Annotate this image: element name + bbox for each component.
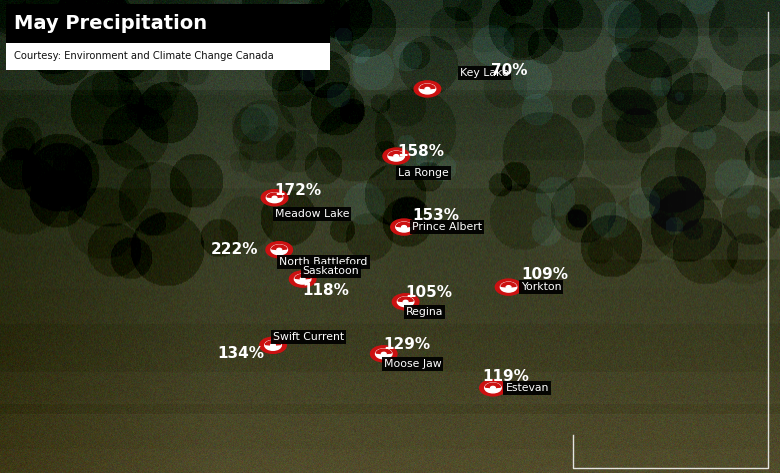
Circle shape <box>271 344 275 347</box>
Circle shape <box>388 151 405 161</box>
Circle shape <box>289 271 316 287</box>
Text: Saskatoon: Saskatoon <box>303 265 360 276</box>
Circle shape <box>264 340 282 350</box>
Text: 172%: 172% <box>275 183 321 198</box>
Text: 158%: 158% <box>398 144 445 159</box>
Text: Prince Albert: Prince Albert <box>412 222 482 232</box>
Circle shape <box>266 193 283 203</box>
Circle shape <box>403 300 408 303</box>
Wedge shape <box>501 282 516 287</box>
Circle shape <box>500 282 517 292</box>
Circle shape <box>506 286 511 289</box>
Circle shape <box>261 190 288 206</box>
Wedge shape <box>295 274 310 279</box>
Circle shape <box>392 294 419 310</box>
Wedge shape <box>398 297 413 302</box>
Wedge shape <box>267 193 282 198</box>
Text: 153%: 153% <box>412 208 459 223</box>
Wedge shape <box>376 349 392 354</box>
Text: Swift Current: Swift Current <box>273 332 344 342</box>
Circle shape <box>383 148 410 164</box>
Wedge shape <box>388 151 404 156</box>
Circle shape <box>495 279 522 295</box>
Wedge shape <box>265 341 281 345</box>
Text: 134%: 134% <box>217 346 264 361</box>
Circle shape <box>480 380 506 396</box>
Circle shape <box>394 155 399 158</box>
Circle shape <box>381 352 386 355</box>
Circle shape <box>370 346 397 362</box>
Text: Regina: Regina <box>406 307 443 317</box>
Circle shape <box>260 337 286 353</box>
Circle shape <box>277 248 282 251</box>
Circle shape <box>425 88 430 90</box>
Text: 222%: 222% <box>211 242 258 257</box>
Circle shape <box>397 297 414 307</box>
Text: North Battleford: North Battleford <box>279 257 367 267</box>
Circle shape <box>395 222 413 232</box>
Text: Estevan: Estevan <box>505 383 549 393</box>
Circle shape <box>391 219 417 235</box>
Text: May Precipitation: May Precipitation <box>14 14 207 33</box>
Circle shape <box>266 242 292 258</box>
Text: Key Lake: Key Lake <box>460 68 509 79</box>
Circle shape <box>272 196 277 199</box>
Text: 129%: 129% <box>384 337 431 352</box>
Wedge shape <box>485 383 501 388</box>
Text: Meadow Lake: Meadow Lake <box>275 209 349 219</box>
Circle shape <box>271 245 288 255</box>
Circle shape <box>491 386 495 389</box>
Wedge shape <box>271 245 287 250</box>
Text: 105%: 105% <box>406 285 452 300</box>
Wedge shape <box>396 222 412 227</box>
Circle shape <box>294 274 311 284</box>
Wedge shape <box>420 84 435 89</box>
Text: 119%: 119% <box>482 368 529 384</box>
Circle shape <box>419 84 436 94</box>
Text: 70%: 70% <box>491 62 528 78</box>
Text: 118%: 118% <box>303 283 349 298</box>
Circle shape <box>402 226 406 228</box>
Circle shape <box>414 81 441 97</box>
FancyBboxPatch shape <box>6 43 330 70</box>
Circle shape <box>300 278 305 280</box>
FancyBboxPatch shape <box>6 4 330 43</box>
Text: Courtesy: Environment and Climate Change Canada: Courtesy: Environment and Climate Change… <box>14 51 274 61</box>
Text: Moose Jaw: Moose Jaw <box>384 359 441 369</box>
Circle shape <box>375 349 392 359</box>
Text: Yorkton: Yorkton <box>521 282 562 292</box>
Circle shape <box>484 383 502 393</box>
Text: La Ronge: La Ronge <box>398 167 448 178</box>
Text: 109%: 109% <box>521 267 568 282</box>
